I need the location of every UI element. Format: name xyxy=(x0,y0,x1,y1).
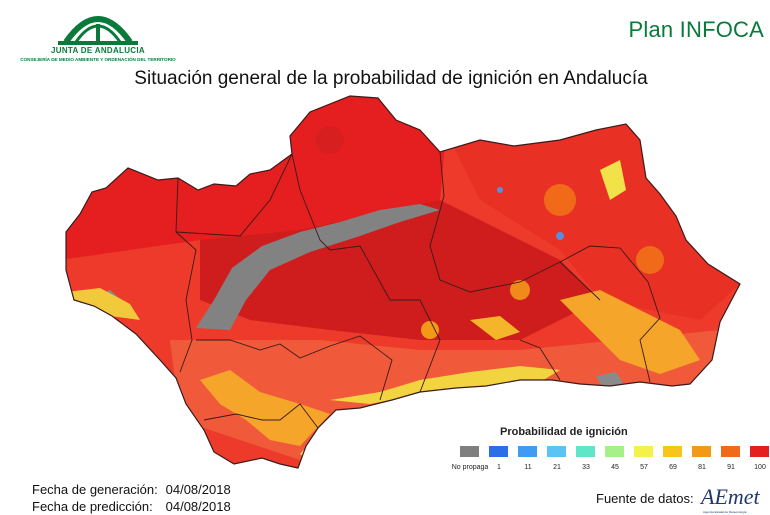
map-title: Situación general de la probabilidad de … xyxy=(134,68,648,89)
legend-label-6: 57 xyxy=(640,464,648,471)
aemet-logo-subtitle: Agencia Estatal de Meteorología xyxy=(703,510,747,514)
legend-label-4: 33 xyxy=(582,464,590,471)
legend-label-10: 100 xyxy=(754,464,766,471)
legend-swatch-0 xyxy=(460,446,479,457)
legend-swatch-2 xyxy=(518,446,537,457)
logo-org-name: JUNTA DE ANDALUCIA xyxy=(51,46,145,55)
legend-swatch-9 xyxy=(721,446,740,457)
legend-swatch-6 xyxy=(634,446,653,457)
prediction-date-value: 04/08/2018 xyxy=(165,499,231,514)
legend-swatch-10 xyxy=(750,446,769,457)
legend-label-0: No propaga xyxy=(451,464,489,471)
legend-label-7: 69 xyxy=(669,464,677,471)
aemet-logo-text: AEmet xyxy=(701,484,760,509)
legend-label-2: 11 xyxy=(524,464,532,471)
ignition-legend: Probabilidad de ignición No propaga 1 11 21… xyxy=(438,424,769,478)
legend-title: Probabilidad de ignición xyxy=(500,426,628,438)
legend-swatch-3 xyxy=(547,446,566,457)
prediction-date-label: Fecha de predicción: xyxy=(32,499,153,514)
legend-swatch-8 xyxy=(692,446,711,457)
logo-emblem-icon xyxy=(58,16,138,45)
junta-andalucia-logo: JUNTA DE ANDALUCIA CONSEJERÍA DE MEDIO A… xyxy=(8,2,188,68)
legend-label-9: 91 xyxy=(727,464,735,471)
generation-date-value: 04/08/2018 xyxy=(165,482,231,497)
province-borders xyxy=(175,151,661,429)
plan-infoca-brand: Plan INFOCA xyxy=(628,17,764,42)
legend-swatch-1 xyxy=(489,446,508,457)
prediction-date-row: Fecha de predicción: 04/08/2018 xyxy=(32,498,231,515)
logo-org-subtitle: CONSEJERÍA DE MEDIO AMBIENTE Y ORDENACIÓ… xyxy=(20,57,176,62)
legend-label-8: 81 xyxy=(698,464,706,471)
legend-swatch-5 xyxy=(605,446,624,457)
legend-label-5: 45 xyxy=(611,464,619,471)
legend-swatch-7 xyxy=(663,446,682,457)
legend-label-3: 21 xyxy=(553,464,561,471)
data-source-label: Fuente de datos: xyxy=(596,491,694,506)
legend-label-1: 1 xyxy=(497,464,501,471)
generation-date-label: Fecha de generación: xyxy=(32,482,158,497)
dates-block: Fecha de generación: 04/08/2018 Fecha de… xyxy=(32,481,231,515)
generation-date-row: Fecha de generación: 04/08/2018 xyxy=(32,481,231,498)
region-fill xyxy=(66,96,740,468)
aemet-logo: AEmet Agencia Estatal de Meteorología xyxy=(701,484,760,514)
legend-swatch-4 xyxy=(576,446,595,457)
